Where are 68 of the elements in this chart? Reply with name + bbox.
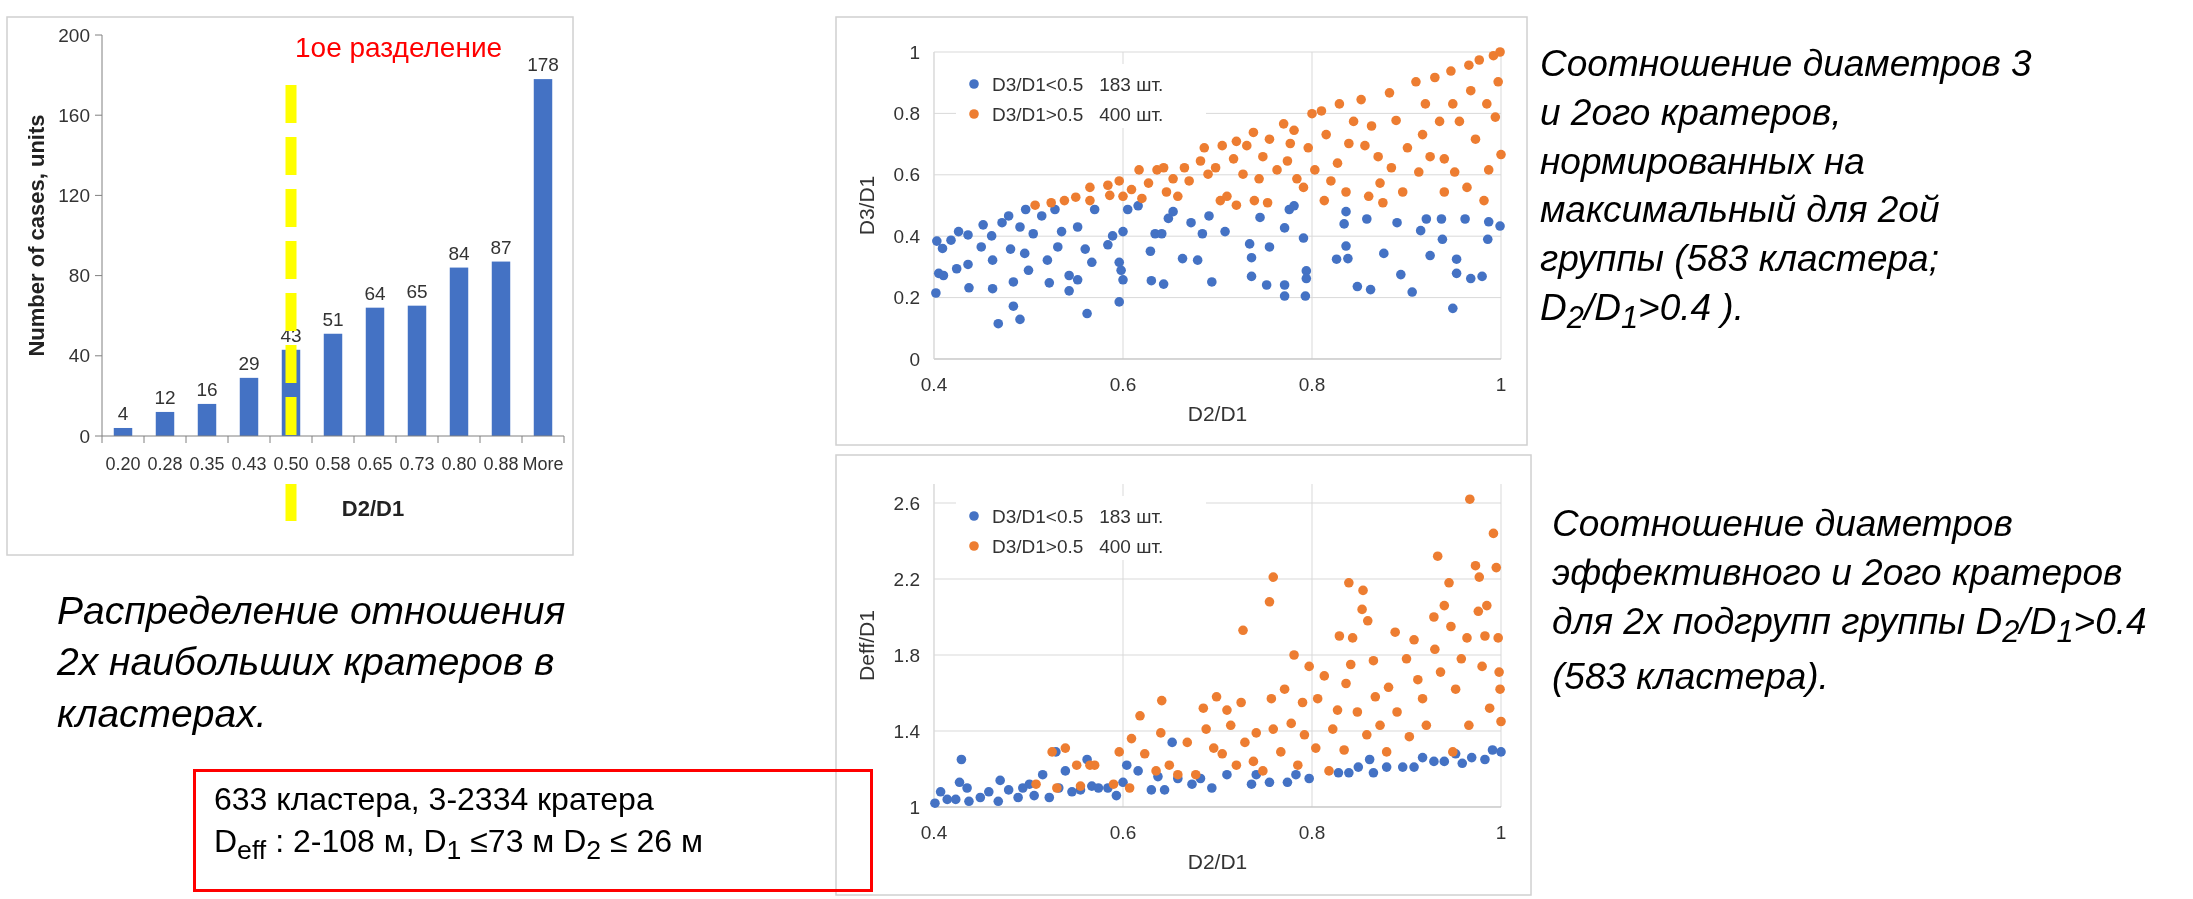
x-tick-label: 0.28 (147, 454, 183, 474)
bar (239, 377, 259, 436)
x-tick-label: 0.73 (399, 454, 435, 474)
x-tick-label: 0.58 (315, 454, 351, 474)
bar (323, 333, 343, 436)
y-tick-label: 0.2 (893, 287, 920, 309)
y-tick-label: 2.2 (893, 568, 920, 590)
data-label: 64 (364, 282, 386, 304)
ref-line-label: 1ое разделение (295, 32, 503, 63)
bar (533, 79, 553, 436)
y-tick-label: 0.4 (893, 225, 921, 247)
y-tick-label: 200 (58, 24, 90, 46)
y-axis-title: D3/D1 (855, 175, 878, 236)
y-tick-label: 160 (58, 104, 90, 126)
x-axis-title: D2/D1 (341, 496, 405, 521)
bar (407, 305, 427, 436)
bar (491, 261, 511, 436)
x-tick-label: More (522, 454, 564, 474)
y-tick-label: 1.4 (893, 720, 921, 742)
y-tick-label: 80 (68, 265, 90, 287)
x-tick-label: 0.35 (189, 454, 225, 474)
x-tick-label: 0.50 (273, 454, 309, 474)
legend-label: D3/D1<0.5 183 шт. (992, 73, 1164, 95)
y-tick-label: 40 (68, 345, 90, 367)
legend-label: D3/D1>0.5 400 шт. (992, 103, 1164, 125)
legend-label: D3/D1<0.5 183 шт. (992, 505, 1164, 527)
y-tick-label: 1 (909, 41, 920, 63)
x-tick-label: 0.8 (1298, 374, 1326, 395)
x-tick-label: 1 (1495, 822, 1507, 843)
x-tick-label: 0.20 (105, 454, 141, 474)
y-tick-label: 0.6 (893, 164, 920, 186)
bar (155, 411, 175, 436)
y-tick-label: 0 (909, 348, 920, 370)
y-tick-label: 1.8 (893, 644, 920, 666)
data-label: 16 (196, 378, 218, 400)
text: Соотношение диаметров 3 и 2ого кратеров, нормированных на максимальный для 2ой группы (583 кластера; D$_{2}$/D$_{1}$>0.4 ). (1540, 43, 2032, 336)
bar (449, 267, 469, 436)
data-label: 51 (322, 308, 344, 330)
text: 633 кластера, 3-2334 кратера D$_{eff}$ : 2-108 м, D$_{1}$ ≤73 м D$_{2}$ ≤ 26 м (193, 769, 873, 892)
bar (197, 403, 217, 436)
x-tick-label: 0.65 (357, 454, 393, 474)
y-tick-label: 1 (909, 796, 920, 818)
text: Распределение отношения 2х наибольших кратеров в кластерах. (57, 588, 567, 737)
data-label: 65 (406, 280, 428, 302)
y-axis-title: Deff/D1 (855, 610, 878, 681)
x-tick-label: 0.88 (483, 454, 519, 474)
data-label: 87 (490, 236, 512, 258)
x-tick-label: 0.6 (1109, 822, 1137, 843)
data-label: 84 (448, 242, 470, 264)
y-tick-label: 0 (79, 425, 90, 447)
x-tick-label: 0.8 (1298, 822, 1326, 843)
y-tick-label: 120 (58, 185, 90, 207)
x-tick-label: 0.43 (231, 454, 267, 474)
data-label: 29 (238, 352, 260, 374)
data-label: 178 (527, 54, 559, 76)
x-tick-label: 0.6 (1109, 374, 1137, 395)
legend-label: D3/D1>0.5 400 шт. (992, 535, 1164, 557)
y-tick-label: 2.6 (893, 492, 920, 514)
y-tick-label: 0.8 (893, 103, 920, 125)
x-axis-title: D2/D1 (1187, 402, 1248, 425)
y-axis-title: Number of cases, units (24, 114, 49, 357)
data-label: 4 (117, 402, 129, 424)
x-tick-label: 1 (1495, 374, 1507, 395)
x-axis-title: D2/D1 (1187, 850, 1248, 873)
text: Соотношение диаметров эффективного и 2ого кратеров для 2х подгрупп группы D$_{2}$/D$_{1}$>0.4 (583 кластера). (1552, 503, 2147, 697)
x-tick-label: 0.80 (441, 454, 477, 474)
bar (365, 307, 385, 436)
data-label: 12 (154, 386, 176, 408)
